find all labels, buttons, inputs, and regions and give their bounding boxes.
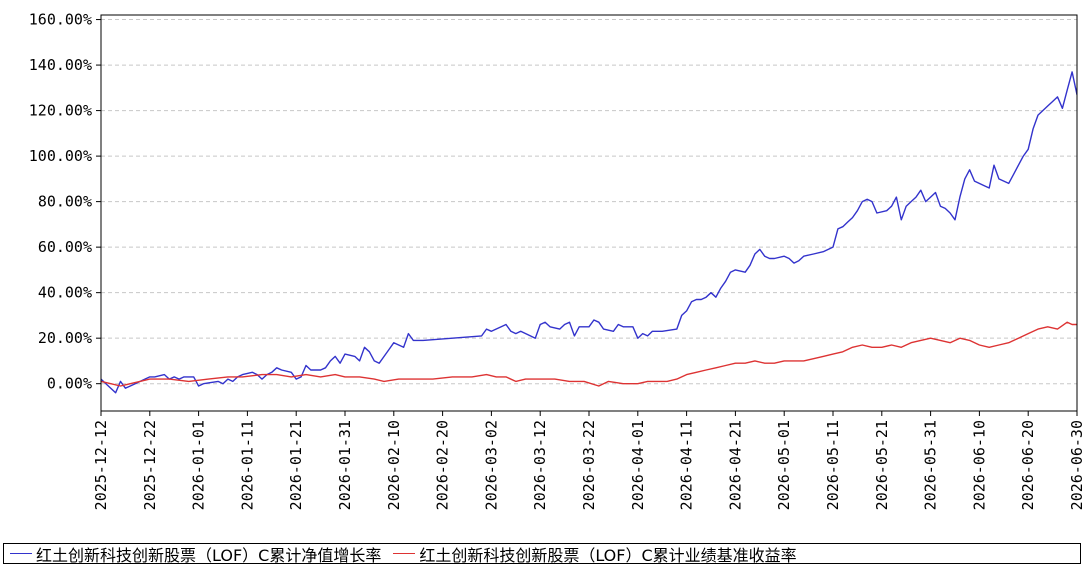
y-tick-label: 40.00%	[38, 284, 92, 302]
y-tick-label: 160.00%	[29, 11, 92, 29]
x-tick-label: 2026-02-20	[434, 420, 452, 510]
legend-swatch-nav	[10, 553, 32, 554]
legend-label-nav: 红土创新科技创新股票（LOF）C累计净值增长率	[36, 545, 382, 564]
series-line-1	[101, 321, 1077, 387]
x-tick-label: 2026-06-20	[1019, 420, 1037, 510]
y-tick-label: 100.00%	[29, 147, 92, 165]
x-tick-label: 2026-03-02	[482, 420, 500, 510]
y-tick-label: 60.00%	[38, 238, 92, 256]
series-line-0	[101, 71, 1077, 394]
y-tick-label: 140.00%	[29, 56, 92, 74]
y-tick-label: 0.00%	[47, 375, 92, 393]
x-tick-label: 2026-03-22	[580, 420, 598, 510]
y-axis: 0.00% 20.00% 40.00% 60.00% 80.00% 100.00% 120.…	[29, 11, 101, 393]
y-tick-label: 80.00%	[38, 193, 92, 211]
x-tick-label: 2026-05-11	[824, 420, 842, 510]
legend-entry-benchmark: 红土创新科技创新股票（LOF）C累计业绩基准收益率	[393, 544, 797, 564]
x-tick-label: 2025-12-12	[92, 420, 110, 510]
x-tick-label: 2025-12-22	[141, 420, 159, 510]
x-tick-label: 2026-05-31	[922, 420, 940, 510]
y-tick-label: 120.00%	[29, 102, 92, 120]
series-layer	[101, 71, 1077, 394]
series-group	[101, 71, 1077, 394]
plot-frame	[100, 14, 1078, 412]
legend-swatch-benchmark	[393, 553, 416, 554]
x-tick-label: 2026-03-12	[531, 420, 549, 510]
legend: 红土创新科技创新股票（LOF）C累计净值增长率 红土创新科技创新股票（LOF）C…	[3, 543, 1081, 564]
x-tick-label: 2026-02-10	[385, 420, 403, 510]
x-tick-label: 2026-06-30	[1068, 420, 1085, 510]
x-tick-label: 2026-04-11	[678, 420, 696, 510]
y-tick-label: 20.00%	[38, 329, 92, 347]
x-tick-label: 2026-04-21	[726, 420, 744, 510]
x-tick-label: 2026-01-01	[190, 420, 208, 510]
x-tick-label: 2026-01-21	[287, 420, 305, 510]
legend-label-benchmark: 红土创新科技创新股票（LOF）C累计业绩基准收益率	[419, 545, 797, 564]
x-tick-label: 2026-05-21	[873, 420, 891, 510]
x-tick-label: 2026-01-11	[238, 420, 256, 510]
x-tick-label: 2026-05-01	[775, 420, 793, 510]
x-axis: 2025-12-12 2025-12-22 2026-01-01 2026-01-11…	[92, 411, 1085, 510]
gridlines	[101, 19, 1077, 385]
x-tick-label: 2026-06-10	[970, 420, 988, 510]
x-tick-label: 2026-01-31	[336, 420, 354, 510]
x-tick-label: 2026-04-01	[629, 420, 647, 510]
legend-entry-nav: 红土创新科技创新股票（LOF）C累计净值增长率	[10, 544, 382, 564]
